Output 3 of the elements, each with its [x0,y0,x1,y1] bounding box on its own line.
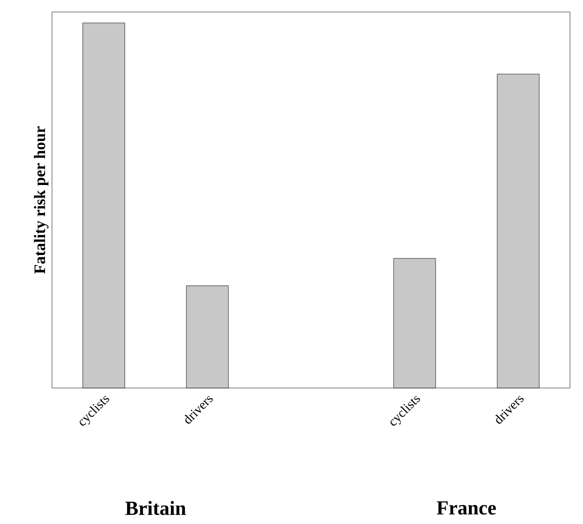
text: Britain [125,500,186,516]
text: France [436,501,496,515]
y-axis-title: Fatality risk per hour [34,126,48,274]
